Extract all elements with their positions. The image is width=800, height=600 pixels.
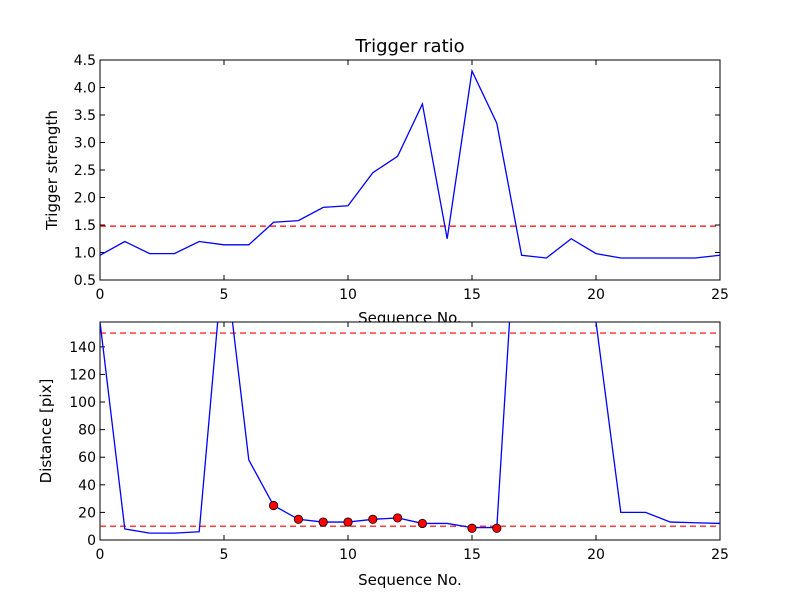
top-xtick-label: 10 (339, 287, 357, 303)
bottom-data-point (293, 514, 303, 524)
top-series-line (100, 68, 720, 259)
bottom-plot-ylabel: Distance [pix] (37, 379, 55, 484)
bottom-plot-ticks: 0 5 10 15 20 25 0 20 40 60 80 100 120 140 (69, 322, 729, 563)
bottom-xtick-label: 20 (587, 547, 605, 563)
top-plot-ticks: 0 5 10 15 20 25 0.5 1.0 1.5 2.0 2.5 3.0 3.5 4.0 4.5 (74, 53, 729, 303)
bottom-data-point (392, 513, 403, 523)
bottom-xtick-label: 0 (96, 547, 105, 563)
top-plot-frame (99, 59, 721, 281)
bottom-data-point (417, 518, 427, 529)
bottom-xtick-label: 25 (711, 547, 729, 563)
bottom-data-point (318, 517, 328, 527)
bottom-data-point (268, 500, 279, 511)
top-ytick-label: 1.5 (74, 218, 96, 234)
top-xtick-label: 15 (463, 287, 481, 303)
top-ytick-label: 0.5 (74, 273, 96, 289)
bottom-plot-frame (99, 321, 721, 541)
top-plot: Trigger ratio Trigger strength Sequence … (43, 36, 729, 327)
top-ytick-label: 4.5 (74, 53, 96, 69)
top-xtick-label: 0 (96, 287, 105, 303)
bottom-ytick-label: 0 (87, 533, 96, 549)
bottom-ytick-label: 60 (78, 450, 96, 466)
top-plot-series (100, 68, 720, 259)
top-ytick-label: 4.0 (74, 81, 96, 97)
bottom-ytick-label: 80 (78, 423, 96, 439)
bottom-xtick-label: 5 (220, 547, 229, 563)
top-ytick-label: 2.5 (74, 163, 96, 179)
bottom-plot-markers (268, 500, 502, 533)
top-ytick-label: 2.0 (74, 191, 96, 207)
top-ytick-label: 3.5 (74, 108, 96, 124)
bottom-ytick-label: 20 (78, 505, 96, 521)
top-plot-title: Trigger ratio (354, 36, 464, 57)
bottom-data-point (467, 523, 477, 533)
bottom-xtick-label: 15 (463, 547, 481, 563)
top-xtick-label: 25 (711, 287, 729, 303)
bottom-plot-xlabel: Sequence No. (358, 571, 462, 589)
bottom-plot-series (100, 322, 720, 534)
bottom-ytick-label: 40 (78, 478, 96, 494)
bottom-xtick-label: 10 (339, 547, 357, 563)
top-ytick-label: 1.0 (74, 246, 96, 262)
top-xtick-label: 5 (220, 287, 229, 303)
bottom-data-point (343, 517, 353, 527)
bottom-series-line (100, 322, 720, 534)
bottom-plot: Distance [pix] Sequence No. 0 5 10 15 20 25 0 2… (37, 321, 729, 589)
bottom-ytick-label: 120 (69, 367, 96, 383)
bottom-ytick-label: 100 (69, 395, 96, 411)
bottom-data-point (492, 523, 502, 533)
bottom-ytick-label: 140 (69, 340, 96, 356)
bottom-plot-thresholds (100, 332, 720, 527)
top-plot-ylabel: Trigger strength (43, 110, 61, 231)
bottom-data-point (368, 514, 378, 524)
top-ytick-label: 3.0 (74, 136, 96, 152)
top-xtick-label: 20 (587, 287, 605, 303)
